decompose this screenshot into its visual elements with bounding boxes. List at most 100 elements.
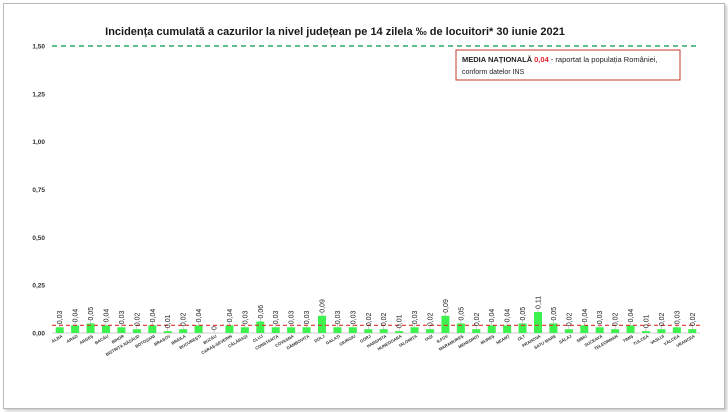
data-label: 0,06: [258, 305, 265, 319]
data-label: 0,05: [88, 307, 95, 321]
bar: [179, 329, 188, 333]
bar: [410, 327, 419, 333]
x-tick-label: BUZĂU: [202, 334, 217, 346]
bar: [580, 325, 589, 333]
data-label: 0,02: [181, 312, 188, 326]
data-label: 0,05: [458, 307, 465, 321]
data-label: 0: [212, 326, 219, 330]
x-tick-label: OLT: [517, 333, 527, 342]
x-tick-label: GORJ: [359, 333, 372, 344]
y-tick-label: 1,50: [32, 44, 45, 51]
data-label: 0,01: [644, 314, 651, 328]
bar: [533, 311, 543, 333]
data-label: 0,03: [335, 311, 342, 325]
data-label: 0,02: [566, 312, 573, 326]
x-tick-label: CLUJ: [252, 333, 265, 343]
bar: [55, 327, 64, 333]
x-tick-label: SIBIU: [576, 334, 588, 344]
data-label: 0,03: [350, 311, 357, 325]
bar: [456, 323, 465, 333]
bar: [148, 325, 157, 333]
bar: [672, 327, 681, 333]
national-average-source: conform datelor INS: [462, 69, 525, 76]
data-label: 0,02: [428, 312, 435, 326]
data-label: 0,02: [613, 312, 620, 326]
bar: [688, 329, 697, 333]
national-average-box: MEDIA NAȚIONALĂ 0,04 - raportat la popula…: [455, 49, 681, 81]
data-label: 0,02: [134, 312, 141, 326]
bar: [163, 331, 172, 333]
data-label: 0,02: [659, 312, 666, 326]
data-label: 0,04: [227, 309, 234, 323]
data-label: 0,05: [520, 307, 527, 321]
bar: [626, 325, 635, 333]
data-label: 0,04: [489, 309, 496, 323]
y-tick-label: 0,25: [32, 283, 45, 290]
x-tick-label: VASLUI: [649, 334, 665, 346]
bar: [518, 323, 527, 333]
data-label: 0,01: [165, 314, 172, 328]
data-label: 0,02: [474, 312, 481, 326]
data-label: 0,03: [57, 311, 64, 325]
bar: [194, 325, 203, 333]
x-tick-label: BIHOR: [111, 334, 125, 345]
bar: [595, 327, 604, 333]
x-tick-label: GIURGIU: [338, 334, 356, 347]
data-label: 0,01: [397, 314, 404, 328]
national-average-desc: - raportat la populația României,: [549, 55, 658, 64]
bar: [379, 329, 388, 333]
x-tick-label: IAȘI: [424, 334, 434, 342]
data-label: 0,03: [304, 311, 311, 325]
x-tick-label: DOLJ: [313, 333, 326, 343]
bar: [101, 325, 111, 333]
bar: [302, 327, 311, 333]
data-label: 0,03: [273, 311, 280, 325]
x-tick-label: ARGEȘ: [79, 333, 95, 345]
x-tick-label: NEAMȚ: [495, 333, 511, 345]
x-tick-label: ALBA: [51, 334, 64, 344]
bar: [503, 325, 512, 333]
y-tick-label: 0,00: [32, 331, 45, 338]
bar: [364, 329, 373, 333]
data-label: 0,05: [551, 307, 558, 321]
bar: [657, 329, 666, 333]
data-label: 0,09: [443, 299, 450, 313]
x-tick-label: TIMIȘ: [622, 333, 634, 343]
bar: [549, 323, 558, 333]
y-tick-label: 0,50: [32, 235, 45, 242]
y-tick-label: 0,75: [32, 187, 45, 194]
x-tick-label: ILFOV: [436, 333, 449, 344]
chart-title: Incidența cumulată a cazurilor la nivel …: [105, 26, 565, 38]
bar: [564, 329, 573, 333]
x-tick-label: BRAȘOV: [153, 333, 171, 346]
data-label: 0,11: [536, 296, 543, 309]
data-label: 0,03: [289, 311, 296, 325]
bar: [225, 325, 234, 333]
bar: [425, 329, 435, 333]
y-tick-label: 1,25: [32, 91, 45, 98]
y-axis: 0,00 0,25 0,50 0,75 1,00 1,25 1,50: [32, 44, 700, 338]
data-label: 0,04: [628, 309, 635, 323]
data-label: 0,02: [381, 312, 388, 326]
national-average-box-border: [455, 49, 681, 81]
data-label: 0,03: [242, 311, 249, 325]
data-label: 0,04: [104, 309, 111, 323]
bar: [256, 321, 265, 333]
bar: [240, 327, 249, 333]
bar: [117, 327, 126, 333]
bar: [348, 327, 357, 333]
data-label: 0,04: [505, 309, 512, 323]
bar: [132, 329, 141, 333]
bar: [287, 327, 296, 333]
bars: [55, 311, 697, 333]
national-average-value: 0,04: [534, 55, 549, 64]
data-label: 0,03: [412, 311, 419, 325]
y-tick-label: 1,00: [32, 139, 45, 146]
data-label: 0,03: [119, 311, 126, 325]
bar: [441, 315, 450, 333]
x-tick-label: MUREȘ: [480, 333, 496, 345]
data-label: 0,03: [597, 311, 604, 325]
bar: [487, 325, 496, 333]
